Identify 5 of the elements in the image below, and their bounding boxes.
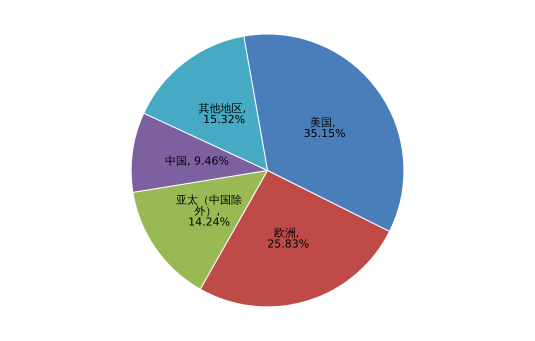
slice-label: 欧洲, 25.83%: [267, 226, 310, 251]
slice-label: 其他地区, 15.32%: [198, 102, 250, 126]
slice-label: 亚太（中国除外）, 14.24%: [176, 194, 242, 229]
slice-label: 美国, 35.15%: [304, 116, 346, 140]
slice-label: 中国, 9.46%: [164, 154, 229, 168]
